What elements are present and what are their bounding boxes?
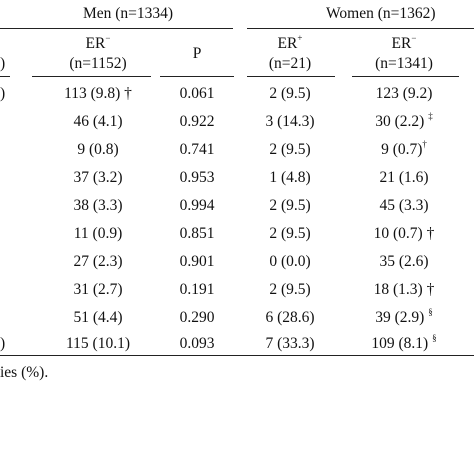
women-er-pos-cell: 7 (33.3) [265, 335, 315, 352]
women-er-pos-cell: 1 (4.8) [269, 169, 311, 186]
header-rule-women-er-neg [352, 76, 459, 77]
row-left-cell: ) [0, 85, 6, 102]
men-er-neg-n: (n=1152) [69, 55, 127, 72]
women-er-pos-cell: 2 (9.5) [269, 85, 311, 102]
men-er-neg-cell: 51 (4.4) [73, 309, 123, 326]
women-er-pos-cell: 3 (14.3) [265, 113, 315, 130]
left-cut-header: ) [0, 55, 6, 72]
women-er-neg-n: (n=1341) [375, 55, 433, 72]
women-er-pos-cell: 2 (9.5) [269, 197, 311, 214]
women-er-neg-header: ER− [391, 32, 417, 52]
p-value-cell: 0.953 [179, 169, 215, 186]
men-er-neg-header: ER− [85, 32, 111, 52]
women-er-pos-cell: 0 (0.0) [269, 253, 311, 270]
men-er-neg-cell: 31 (2.7) [73, 281, 123, 298]
p-value-cell: 0.851 [179, 225, 215, 242]
header-rule-left [0, 76, 10, 77]
men-er-neg-cell: 113 (9.8) † [64, 85, 132, 102]
women-er-pos-cell: 6 (28.6) [265, 309, 315, 326]
men-er-neg-cell: 37 (3.2) [73, 169, 123, 186]
men-er-neg-cell: 11 (0.9) [73, 225, 123, 242]
p-value-cell: 0.741 [179, 141, 215, 158]
header-rule-men-er-neg [32, 76, 151, 77]
women-er-neg-cell: 109 (8.1) § [371, 332, 437, 352]
women-er-neg-cell: 35 (2.6) [379, 253, 429, 270]
table-footnote: ies (%). [0, 364, 49, 381]
row-left-cell: ) [0, 335, 6, 352]
p-value-cell: 0.901 [179, 253, 215, 270]
women-er-pos-header: ER+ [277, 32, 303, 52]
p-value-cell: 0.290 [179, 309, 215, 326]
women-er-neg-cell: 123 (9.2) [375, 85, 433, 102]
women-er-neg-cell: 39 (2.9) § [375, 306, 433, 326]
p-value-cell: 0.093 [179, 335, 215, 352]
women-er-pos-cell: 2 (9.5) [269, 225, 311, 242]
women-group-header: Women (n=1362) [326, 5, 436, 22]
women-er-pos-cell: 2 (9.5) [269, 141, 311, 158]
women-er-pos-cell: 2 (9.5) [269, 281, 311, 298]
header-rule-p [160, 76, 234, 77]
p-value-cell: 0.191 [179, 281, 215, 298]
p-header: P [192, 45, 202, 62]
men-group-header: Men (n=1334) [82, 5, 174, 22]
women-er-neg-cell: 30 (2.2) ‡ [375, 110, 433, 130]
p-value-cell: 0.994 [179, 197, 215, 214]
p-value-cell: 0.922 [179, 113, 215, 130]
women-er-neg-cell: 45 (3.3) [379, 197, 429, 214]
p-value-cell: 0.061 [179, 85, 215, 102]
men-group-rule [0, 28, 233, 29]
table-bottom-rule [0, 355, 474, 356]
men-er-neg-cell: 46 (4.1) [73, 113, 123, 130]
women-er-neg-cell: 10 (0.7) † [373, 225, 435, 242]
men-er-neg-cell: 38 (3.3) [73, 197, 123, 214]
women-er-neg-cell: 18 (1.3) † [373, 281, 435, 298]
header-rule-women-er-pos [247, 76, 335, 77]
men-er-neg-cell: 115 (10.1) [66, 335, 130, 352]
women-er-neg-cell: 21 (1.6) [379, 169, 429, 186]
women-group-rule [247, 28, 474, 29]
women-er-pos-n: (n=21) [268, 55, 312, 72]
men-er-neg-cell: 27 (2.3) [73, 253, 123, 270]
men-er-neg-cell: 9 (0.8) [77, 141, 119, 158]
women-er-neg-cell: 9 (0.7)† [381, 138, 427, 158]
